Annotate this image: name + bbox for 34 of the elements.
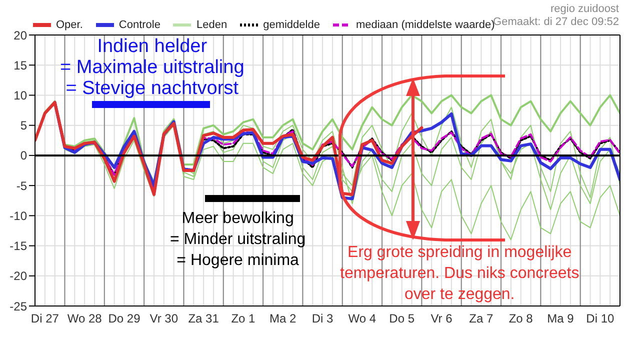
y-tick-label: -5 [16, 178, 28, 193]
y-tick-label: 15 [14, 58, 28, 72]
annotation: Indien helder = Maximale uitstraling = Stevige nachtvorst [60, 36, 244, 99]
x-tick-label: Vr 30 [150, 312, 178, 326]
x-tick-label: Ma 2 [270, 312, 297, 326]
legend-label: gemiddelde [263, 19, 320, 31]
legend-label: mediaan (middelste waarde) [356, 19, 495, 31]
x-tick-label: Di 10 [586, 312, 614, 326]
y-tick-label: 10 [14, 88, 28, 102]
x-tick-label: Za 7 [469, 312, 494, 326]
x-tick-label: Zo 8 [508, 312, 534, 326]
y-tick-label: -20 [10, 269, 28, 284]
chart-subtitle: regio zuidoost [550, 3, 619, 15]
x-tick-label: Do 29 [108, 312, 141, 326]
y-tick-label: -10 [10, 208, 28, 223]
text: Gemaakt: di 27 dec 09:52 [493, 16, 619, 28]
y-tick-label: -15 [10, 239, 28, 254]
legend-label: Oper. [56, 19, 83, 31]
y-tick-label: -25 [10, 299, 28, 314]
y-tick-label: 20 [14, 28, 28, 42]
annotation: Meer bewolking = Minder uitstraling = Hogere minima [170, 209, 306, 271]
x-tick-label: Do 5 [389, 312, 415, 326]
x-tick-label: Ma 9 [547, 312, 574, 326]
x-tick-label: Di 3 [312, 312, 334, 326]
x-tick-label: Di 27 [30, 312, 60, 326]
y-tick-label: 5 [20, 118, 28, 133]
x-tick-label: Za 31 [188, 312, 220, 326]
legend-label: Controle [118, 19, 160, 31]
y-tick-label: 0 [20, 148, 28, 163]
x-tick-label: Wo 28 [67, 312, 102, 326]
legend-label: Leden [196, 19, 228, 31]
x-tick-label: Vr 6 [430, 312, 453, 326]
x-tick-label: Wo 4 [348, 312, 376, 326]
x-tick-label: Zo 1 [231, 312, 256, 326]
